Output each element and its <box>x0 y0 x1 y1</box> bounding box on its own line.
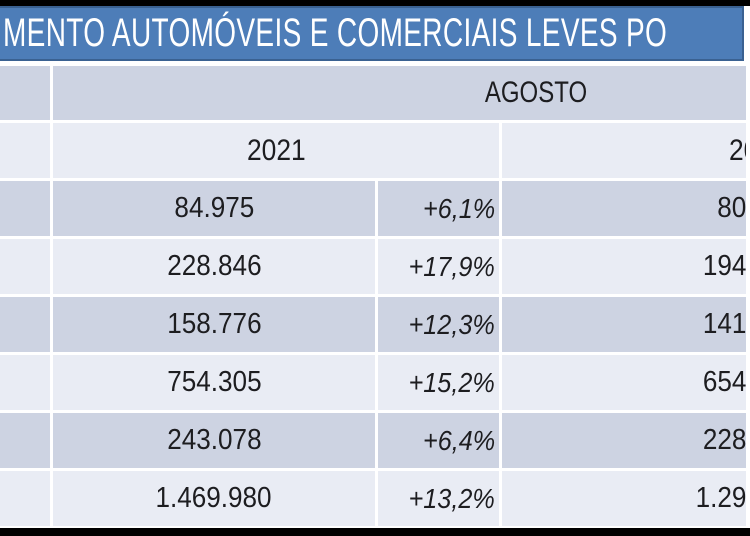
value-2021: 754.305 <box>166 366 262 398</box>
value-2021: 84.975 <box>174 192 254 224</box>
left-stub-cell <box>0 471 50 526</box>
variation-pct: +6,1% <box>422 192 495 224</box>
left-stub-cell <box>0 123 50 178</box>
left-stub-cell <box>0 355 50 410</box>
variation-cell: +12,3% <box>378 297 499 352</box>
variation-cell: +6,4% <box>378 413 499 468</box>
table-row: 754.305 +15,2% 654 <box>0 355 746 410</box>
value-right-fragment: 1.29 <box>695 482 746 514</box>
value-2021-cell: 158.776 <box>53 297 375 352</box>
year-left-header-cell: 2021 <box>53 123 499 178</box>
value-right-cell: 80 <box>502 181 746 236</box>
value-2021-cell: 754.305 <box>53 355 375 410</box>
bottom-black-border <box>0 528 750 536</box>
variation-cell: +6,1% <box>378 181 499 236</box>
value-2021: 158.776 <box>166 308 262 340</box>
table-row: 84.975 +6,1% 80 <box>0 181 746 236</box>
value-2021: 228.846 <box>166 250 262 282</box>
variation-pct: +6,4% <box>422 424 495 456</box>
value-2021: 1.469.980 <box>155 482 273 514</box>
table-row: 243.078 +6,4% 228 <box>0 413 746 468</box>
value-right-cell: 141 <box>502 297 746 352</box>
month-header-cell: AGOSTO <box>53 66 746 120</box>
value-2021-cell: 1.469.980 <box>53 471 375 526</box>
title-bar: MENTO AUTOMÓVEIS E COMERCIAIS LEVES PO <box>0 6 744 61</box>
variation-pct: +17,9% <box>408 250 495 282</box>
table-row-month-header: AGOSTO <box>0 66 746 120</box>
left-stub-cell <box>0 181 50 236</box>
value-2021-cell: 228.846 <box>53 239 375 294</box>
value-right-cell: 1.29 <box>502 471 746 526</box>
value-right-fragment: 194 <box>702 250 746 282</box>
left-stub-cell <box>0 239 50 294</box>
year-left-label: 2021 <box>246 133 306 167</box>
page-title: MENTO AUTOMÓVEIS E COMERCIAIS LEVES PO <box>3 11 668 55</box>
table-row: 1.469.980 +13,2% 1.29 <box>0 471 746 526</box>
table-row-year-header: 2021 20 <box>0 123 746 178</box>
value-right-fragment: 654 <box>702 366 746 398</box>
left-stub-cell <box>0 66 50 120</box>
year-right-label-fragment: 20 <box>728 133 746 167</box>
value-right-fragment: 141 <box>702 308 746 340</box>
value-2021-cell: 84.975 <box>53 181 375 236</box>
month-header-label: AGOSTO <box>484 76 588 109</box>
variation-cell: +17,9% <box>378 239 499 294</box>
variation-cell: +15,2% <box>378 355 499 410</box>
top-black-border <box>0 0 750 6</box>
year-right-header-cell: 20 <box>502 123 746 178</box>
value-right-fragment: 228 <box>702 424 746 456</box>
value-right-cell: 228 <box>502 413 746 468</box>
variation-pct: +15,2% <box>408 366 495 398</box>
variation-cell: +13,2% <box>378 471 499 526</box>
value-right-cell: 654 <box>502 355 746 410</box>
value-right-cell: 194 <box>502 239 746 294</box>
variation-pct: +13,2% <box>408 482 495 514</box>
left-stub-cell <box>0 297 50 352</box>
left-stub-cell <box>0 413 50 468</box>
value-2021: 243.078 <box>166 424 262 456</box>
value-right-fragment: 80 <box>716 192 746 224</box>
table-row: 228.846 +17,9% 194 <box>0 239 746 294</box>
variation-pct: +12,3% <box>408 308 495 340</box>
table-row: 158.776 +12,3% 141 <box>0 297 746 352</box>
value-2021-cell: 243.078 <box>53 413 375 468</box>
